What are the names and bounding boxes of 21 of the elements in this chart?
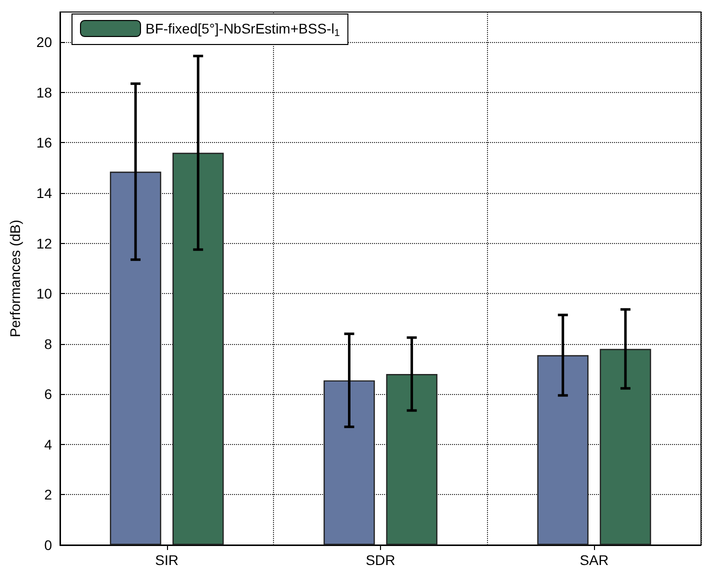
y-tick-label: 6 — [44, 386, 52, 402]
y-tick-label: 10 — [36, 286, 52, 302]
y-tick-label: 8 — [44, 336, 52, 352]
y-tick-label: 2 — [44, 486, 52, 503]
y-tick-label: 16 — [36, 134, 52, 151]
bar — [537, 355, 589, 545]
y-tick-label: 18 — [36, 84, 52, 100]
bar — [324, 380, 375, 545]
y-axis-title: Performances (dB) — [7, 220, 23, 338]
bar — [386, 374, 438, 545]
x-tick-label: SAR — [580, 552, 609, 568]
bar — [600, 348, 652, 545]
y-tick-label: 0 — [44, 537, 52, 553]
x-tick-label: SDR — [366, 552, 396, 568]
x-tick-label: SIR — [155, 552, 179, 568]
y-tick-label: 12 — [36, 235, 52, 252]
y-tick-label: 4 — [44, 436, 52, 452]
y-tick-label: 14 — [36, 185, 52, 202]
bar — [172, 152, 224, 545]
bar — [110, 172, 162, 545]
y-tick-label: 20 — [36, 34, 52, 50]
